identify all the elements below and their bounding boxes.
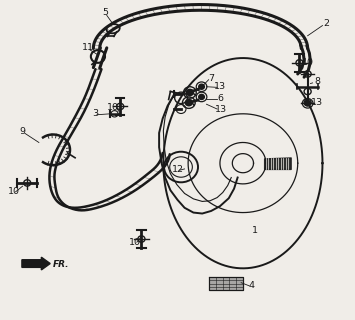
Text: 8: 8: [314, 77, 320, 86]
Text: 3: 3: [92, 109, 99, 118]
Text: 4: 4: [249, 281, 255, 290]
Text: 12: 12: [171, 165, 184, 174]
Circle shape: [199, 84, 204, 89]
Polygon shape: [209, 277, 243, 290]
Polygon shape: [22, 257, 50, 270]
Text: 13: 13: [311, 98, 323, 107]
Text: 11: 11: [82, 43, 94, 52]
Text: 5: 5: [102, 8, 108, 17]
Text: 1: 1: [252, 226, 258, 235]
Text: 10: 10: [107, 103, 119, 112]
Text: 6: 6: [218, 94, 224, 103]
Text: 9: 9: [20, 127, 26, 136]
Text: 10: 10: [129, 238, 141, 247]
Circle shape: [305, 101, 311, 106]
Text: 7: 7: [208, 74, 214, 83]
Circle shape: [186, 89, 194, 96]
Text: 10: 10: [302, 58, 314, 67]
Text: 13: 13: [214, 82, 226, 91]
Text: 13: 13: [214, 105, 227, 114]
Text: FR.: FR.: [53, 260, 69, 269]
Text: 10: 10: [8, 187, 20, 196]
Text: 2: 2: [323, 19, 329, 28]
Circle shape: [185, 99, 193, 107]
Circle shape: [199, 94, 204, 100]
